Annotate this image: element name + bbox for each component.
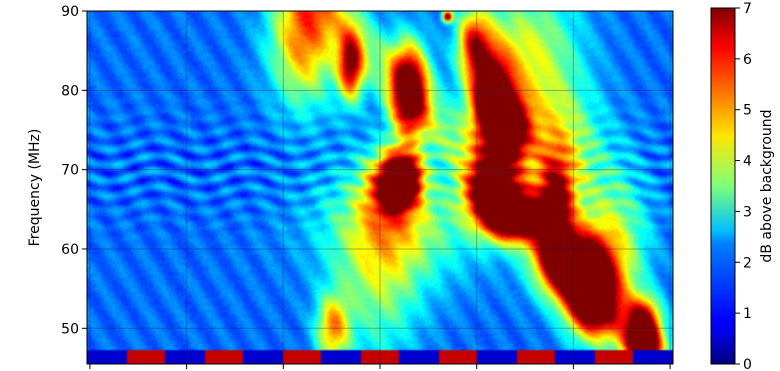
colorbar-ticks: 0 1 2 3 4 5 6 7 [735,1,752,371]
colorbar-tick-label: 2 [743,255,752,271]
y-tick-label: 70 [61,163,79,179]
colorbar-tick-label: 4 [743,154,752,170]
colorbar: 0 1 2 3 4 5 6 7 dB above background [710,1,775,371]
colorbar-tick-label: 6 [743,52,752,68]
x-axis [89,364,671,369]
spectrogram-image [87,11,673,364]
y-tick-label: 80 [61,83,79,99]
colorbar-tick-label: 1 [743,306,752,322]
colorbar-gradient [710,7,736,365]
y-axis: 50 60 70 80 90 [61,4,87,337]
colorbar-tick-label: 7 [743,1,752,17]
colorbar-label: dB above background [759,109,775,262]
y-tick-label: 90 [61,4,79,20]
y-tick-label: 50 [61,321,79,337]
colorbar-tick-label: 3 [743,204,752,220]
colorbar-tick-label: 0 [743,357,752,371]
plot-area [86,10,674,365]
y-tick-label: 60 [61,242,79,258]
y-axis-label: Frequency (MHz) [27,129,43,247]
colorbar-tick-label: 5 [743,103,752,119]
